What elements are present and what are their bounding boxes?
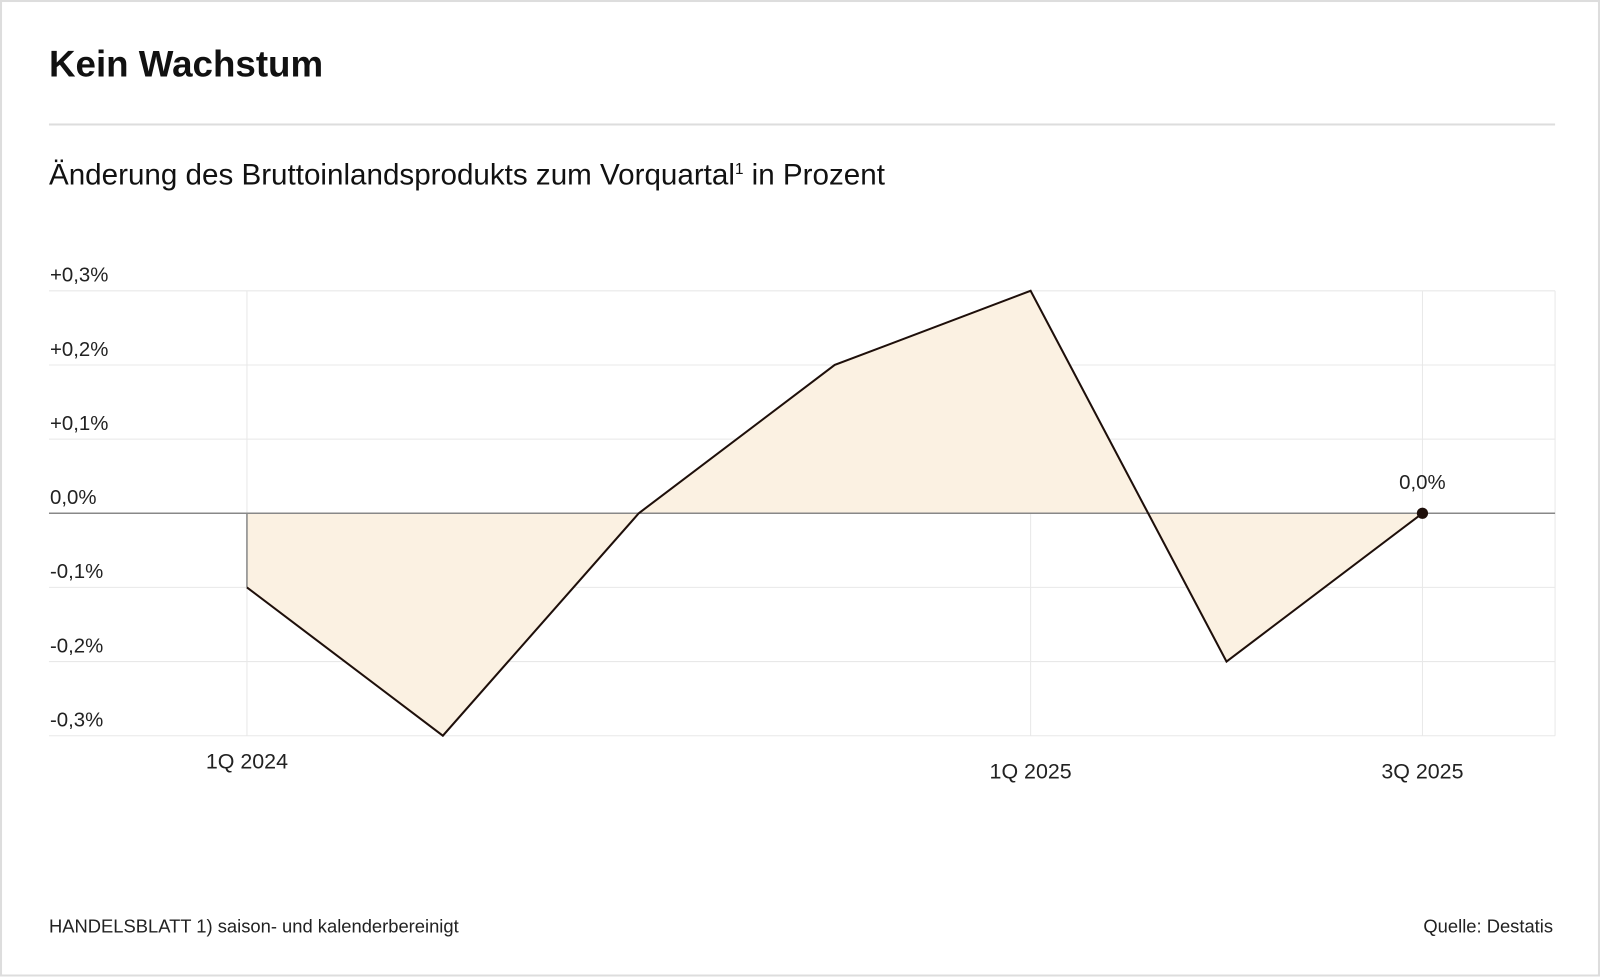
y-tick-label: -0,1% <box>50 561 103 583</box>
y-tick-label: +0,3% <box>50 265 108 287</box>
highlight-point <box>1417 508 1428 519</box>
x-tick-label: 1Q 2025 <box>990 760 1072 784</box>
footer-note: HANDELSBLATT 1) saison- und kalenderbere… <box>49 916 459 937</box>
y-tick-label: -0,2% <box>50 635 103 657</box>
x-tick-label: 1Q 2024 <box>206 749 288 773</box>
y-tick-label: +0,2% <box>50 339 108 361</box>
y-tick-label: -0,3% <box>50 710 103 732</box>
x-tick-label: 3Q 2025 <box>1381 760 1463 784</box>
data-label: 0,0% <box>1399 472 1445 494</box>
footer-source: Quelle: Destatis <box>1423 916 1553 937</box>
y-tick-label: +0,1% <box>50 413 108 435</box>
y-tick-label: 0,0% <box>50 487 96 509</box>
